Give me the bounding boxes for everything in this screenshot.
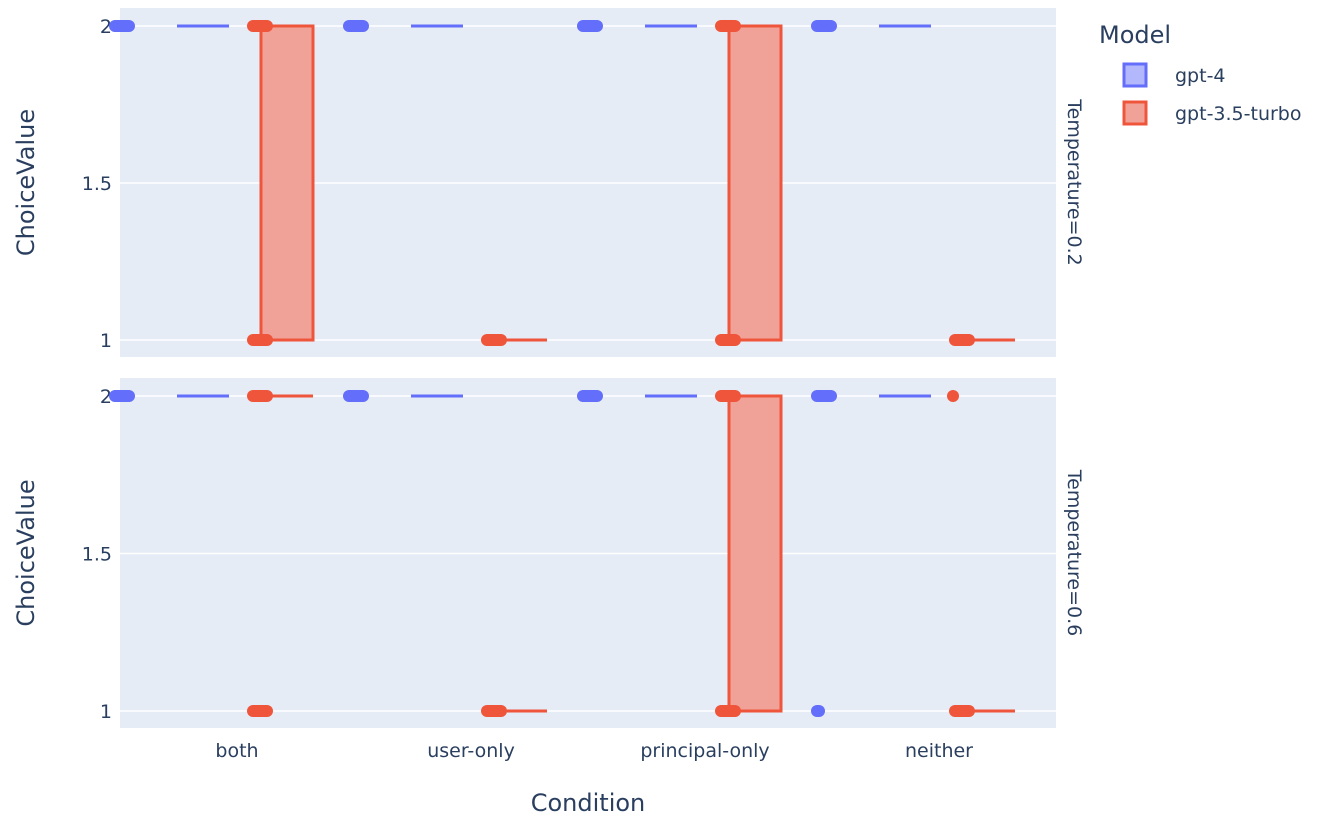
points-gpt-3.5-turbo-both xyxy=(247,390,273,402)
points-gpt-4-principal-only xyxy=(577,390,603,402)
x-tick-label: neither xyxy=(905,740,973,762)
points-gpt-3.5-turbo-principal-only xyxy=(715,390,741,402)
legend-item-label[interactable]: gpt-4 xyxy=(1175,65,1226,87)
x-tick-label: principal-only xyxy=(640,740,769,762)
box-gpt-3.5-turbo-principal-only xyxy=(727,24,783,342)
box-gpt-3.5-turbo-principal-only xyxy=(727,394,783,713)
y-tick-label: 1 xyxy=(100,701,112,723)
points-gpt-4-user-only xyxy=(343,20,369,32)
y-tick-label: 1.5 xyxy=(82,544,112,566)
points-gpt-4-both xyxy=(109,20,135,32)
points-gpt-3.5-turbo-principal-only xyxy=(715,20,741,32)
y-tick-label: 2 xyxy=(100,16,112,38)
legend: Model gpt-4 gpt-3.5-turbo xyxy=(1099,21,1302,126)
facet-label: Temperature=0.2 xyxy=(1063,98,1085,266)
points-gpt-4-user-only xyxy=(343,390,369,402)
y-tick-label: 1.5 xyxy=(82,173,112,195)
y-tick-label: 2 xyxy=(100,386,112,408)
facet-temperature-0-6: 1 1.5 2 ChoiceValue Temperature=0.6 xyxy=(12,378,1085,728)
points-gpt-4-both xyxy=(109,390,135,402)
x-tick-label: both xyxy=(215,740,258,762)
points-gpt-4-principal-only xyxy=(577,20,603,32)
legend-swatch[interactable] xyxy=(1122,62,1148,88)
points-gpt-4-neither xyxy=(811,705,825,717)
box-gpt-3.5-turbo-both xyxy=(259,24,315,342)
points-gpt-4-neither xyxy=(811,20,837,32)
legend-title: Model xyxy=(1099,21,1171,49)
y-tick-label: 1 xyxy=(100,330,112,352)
facet-label: Temperature=0.6 xyxy=(1063,469,1085,637)
points-gpt-3.5-turbo-neither xyxy=(949,705,975,717)
points-gpt-3.5-turbo-both xyxy=(247,705,273,717)
points-gpt-3.5-turbo-user-only xyxy=(481,334,507,346)
points-gpt-3.5-turbo-principal-only xyxy=(715,334,741,346)
y-axis-title: ChoiceValue xyxy=(12,479,40,626)
legend-swatch[interactable] xyxy=(1122,100,1148,126)
points-gpt-3.5-turbo-neither xyxy=(949,334,975,346)
points-gpt-3.5-turbo-principal-only xyxy=(715,705,741,717)
points-gpt-3.5-turbo-both xyxy=(247,334,273,346)
points-gpt-4-neither xyxy=(811,390,837,402)
x-tick-label: user-only xyxy=(427,740,515,762)
points-gpt-3.5-turbo-user-only xyxy=(481,705,507,717)
x-axis-title: Condition xyxy=(531,789,646,817)
legend-item-label[interactable]: gpt-3.5-turbo xyxy=(1175,103,1302,125)
facet-temperature-0-2: 1 1.5 2 ChoiceValue Temperature=0.2 xyxy=(12,8,1085,357)
point-gpt-3.5-turbo-neither xyxy=(947,390,959,402)
y-axis-title: ChoiceValue xyxy=(12,109,40,256)
points-gpt-3.5-turbo-both xyxy=(247,20,273,32)
